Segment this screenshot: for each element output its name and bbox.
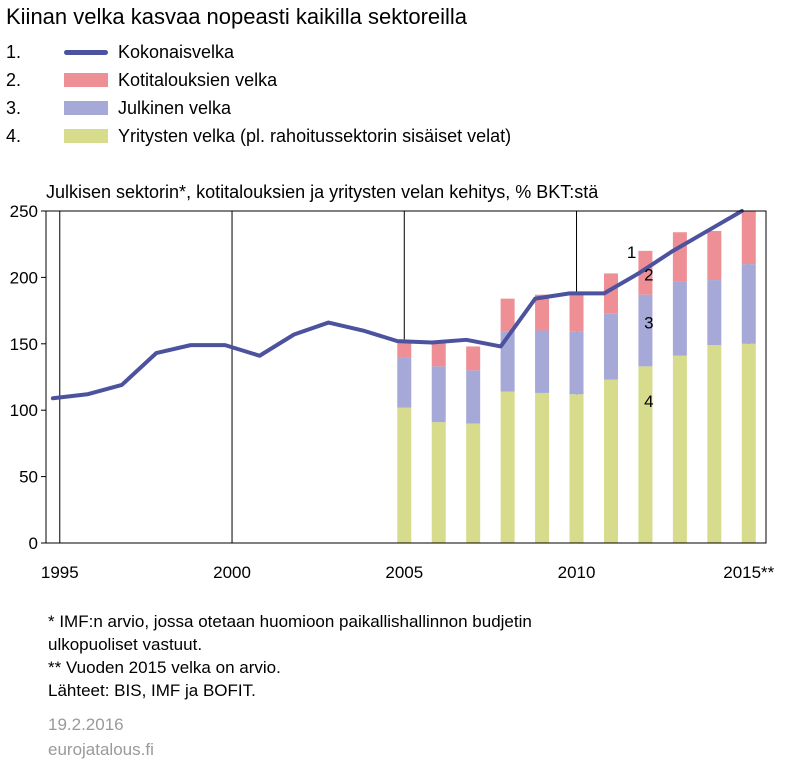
bar-segment [431,342,446,367]
legend-swatch [64,101,108,115]
bar-segment [431,366,446,423]
line-point [120,383,124,387]
line-point [568,291,572,295]
bar-segment [535,330,550,393]
line-point [636,271,641,276]
bar-segment [707,345,722,543]
bar-segment [569,293,584,332]
y-tick-label: 250 [10,202,38,221]
series-number-label: 4 [644,392,653,411]
bar-segment [397,357,412,408]
bar-segment [500,331,515,392]
sources: Lähteet: BIS, IMF ja BOFIT. [48,681,256,700]
legend-item-household-debt: 2. Kotitalouksien velka [6,66,511,94]
legend-number: 4. [6,125,22,146]
legend-label: Julkinen velka [118,97,232,118]
publish-date: 19.2.2016 [48,715,124,734]
legend-swatch [64,129,108,143]
bar-segment [603,313,618,380]
legend-swatch [64,73,108,87]
line-point [671,249,675,253]
series-number-label: 1 [627,243,636,262]
line-point [361,328,365,333]
bar-segment [397,342,412,358]
bar-segment [672,355,687,543]
x-tick-label: 2000 [213,563,251,582]
y-tick-label: 50 [19,468,38,487]
bar-segment [535,294,550,331]
bar-segment [741,264,756,344]
bar-segment [431,422,446,543]
bar-segment [672,232,687,282]
chart-subtitle: Julkisen sektorin*, kotitalouksien ja yr… [46,182,599,202]
y-tick-label: 100 [10,401,38,420]
debt-chart: 0 50 100 150 200 250 1995 2000 2005 2010 2015** 12 3… [10,202,775,582]
line-point [464,338,468,342]
bar-segment [603,379,618,543]
line-point [602,291,606,295]
bar-segment [707,230,722,281]
line-point [395,339,399,343]
bar-segment [707,280,722,346]
line-point [292,332,296,337]
bar-segment [569,331,584,395]
line-point [533,297,537,301]
series-number-label: 3 [644,314,653,333]
bar-segment [535,392,550,543]
bar-segment [672,281,687,356]
legend: 1. Kokonaisvelka 2. Kotitalouksien velka… [6,38,511,150]
bar-segment [741,343,756,543]
line-point [499,344,503,349]
bar-segment [638,366,653,543]
x-tick-label: 2010 [558,563,596,582]
y-tick-label: 0 [29,534,38,553]
bar-segment [603,273,618,314]
legend-label: Yritysten velka (pl. rahoitussektorin si… [118,125,512,146]
legend-number: 1. [6,41,22,62]
x-tick-label: 2015** [723,563,774,582]
line-point [705,229,710,233]
bar-segment [466,370,481,424]
metadata: 19.2.2016 eurojatalous.fi [48,712,154,762]
line-point [257,354,262,358]
bar-segment [741,211,756,265]
line-point [154,351,158,355]
footnote-2015: ** Vuoden 2015 velka on arvio. [48,658,281,677]
line-point [51,396,55,400]
legend-label: Kokonaisvelka [118,41,235,62]
series-number-label: 2 [644,266,653,285]
line-point [223,343,227,347]
chart-title: Kiinan velka kasvaa nopeasti kaikilla se… [6,4,468,29]
legend-item-public-debt: 3. Julkinen velka [6,94,511,122]
x-tick-label: 2005 [385,563,423,582]
bar-segment [500,391,515,543]
source-site: eurojatalous.fi [48,740,154,759]
line-point [326,320,331,325]
legend-swatch-line [64,49,108,55]
bar-segment [638,250,653,295]
y-tick-label: 200 [10,268,38,287]
legend-number: 3. [6,97,22,118]
legend-item-corporate-debt: 4. Yritysten velka (pl. rahoitussektorin… [6,122,511,150]
bar-segment [569,394,584,543]
line-point [430,340,434,345]
bar-segment [638,294,653,367]
footnote-imf: * IMF:n arvio, jossa otetaan huomioon pa… [48,612,532,631]
plot-frame [45,210,767,544]
bar-segment [500,298,515,332]
y-tick-label: 150 [10,335,38,354]
legend-number: 2. [6,69,22,90]
bar-segment [397,407,412,543]
footnotes: * IMF:n arvio, jossa otetaan huomioon pa… [48,610,532,702]
legend-label: Kotitalouksien velka [118,69,278,90]
x-tick-label: 1995 [41,563,79,582]
line-point [189,343,193,347]
footnote-imf-cont: ulkopuoliset vastuut. [48,635,203,654]
legend-item-total-debt: 1. Kokonaisvelka [6,38,511,66]
bar-segment [466,423,481,543]
line-point [85,392,89,396]
bar-segment [466,346,481,371]
